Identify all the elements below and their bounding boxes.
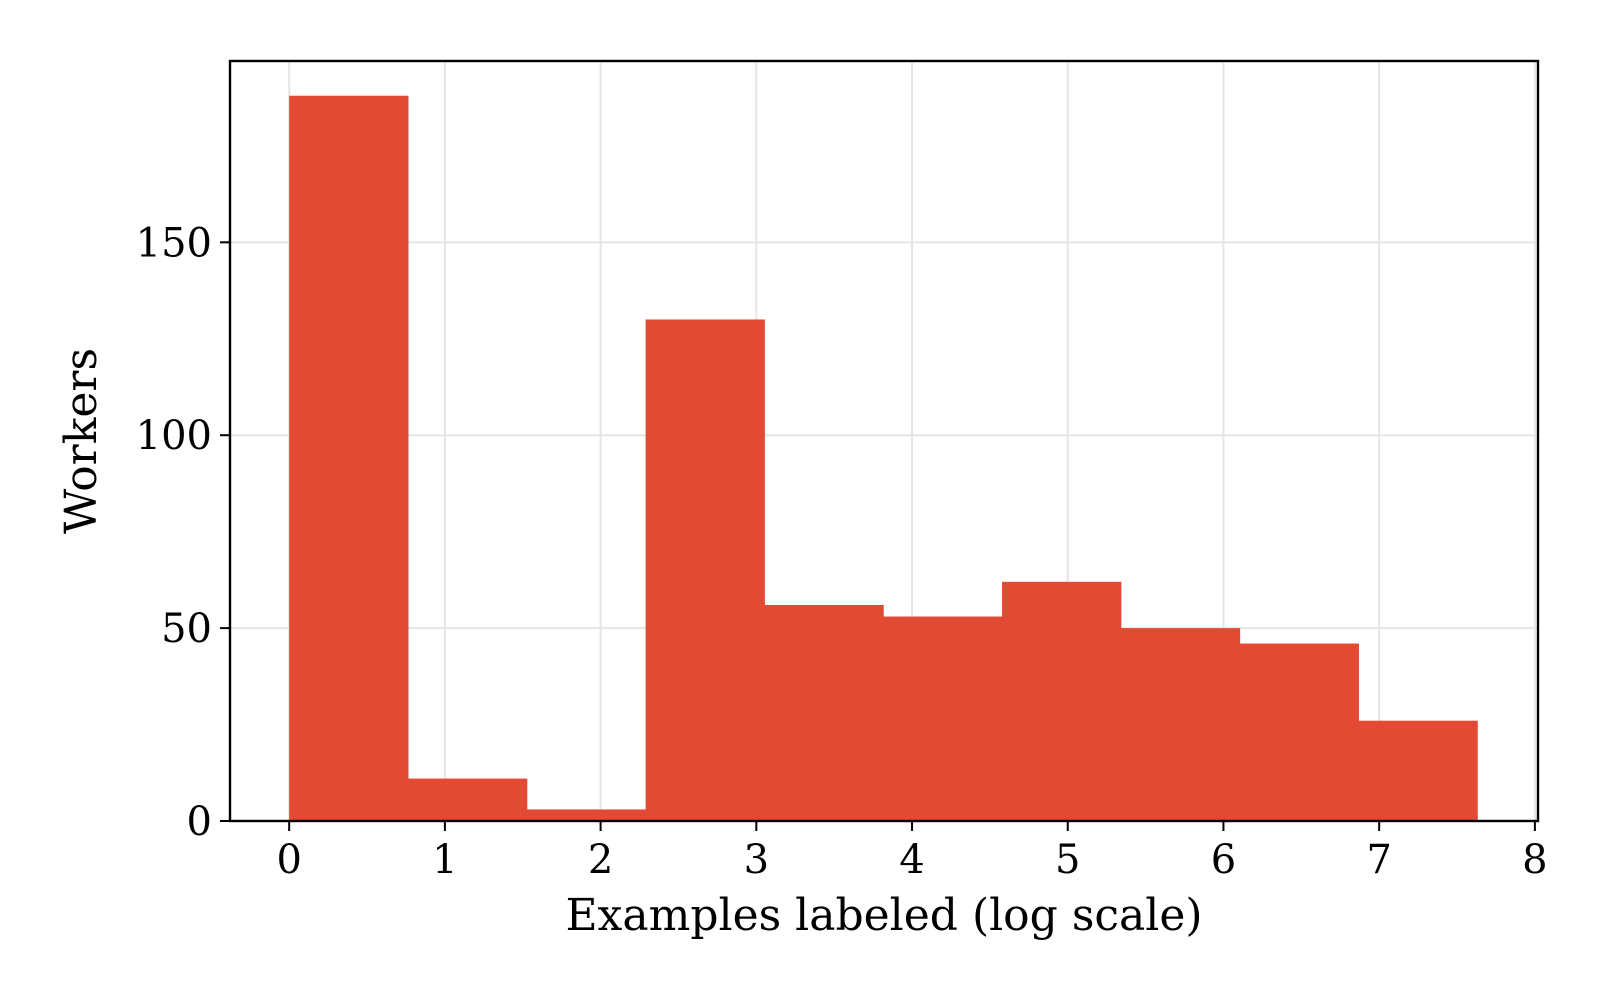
histogram-bar-9 [1239,643,1359,821]
x-tick-label-6: 6 [1211,837,1236,883]
histogram-bar-8 [1120,628,1241,821]
histogram-bar-6 [883,616,1003,821]
y-tick-label-100: 100 [136,413,212,459]
histogram-bar-4 [645,319,765,821]
histogram-bar-10 [1358,720,1478,821]
x-tick-label-7: 7 [1366,837,1391,883]
x-tick-label-5: 5 [1055,837,1080,883]
y-axis-title: Workers [56,348,107,534]
x-tick-label-3: 3 [744,837,769,883]
x-tick-label-8: 8 [1522,837,1547,883]
x-tick-label-2: 2 [588,837,613,883]
y-tick-label-0: 0 [187,799,212,845]
histogram-bar-5 [764,604,884,821]
histogram-bar-7 [1002,581,1122,821]
histogram-bar-2 [407,778,528,821]
plot-frame [228,59,1540,823]
y-tick-label-150: 150 [136,220,212,266]
x-tick-label-1: 1 [432,837,457,883]
x-tick-label-4: 4 [899,837,924,883]
histogram-bars [289,95,1478,821]
x-tick-label-0: 0 [276,837,301,883]
x-axis-title: Examples labeled (log scale) [565,890,1202,941]
histogram-bar-3 [526,809,647,821]
histogram-bar-1 [289,95,409,821]
y-tick-label-50: 50 [161,606,212,652]
axis-ticks: 0 1 2 3 4 5 6 7 8 0 50 100 150 [136,220,1548,883]
